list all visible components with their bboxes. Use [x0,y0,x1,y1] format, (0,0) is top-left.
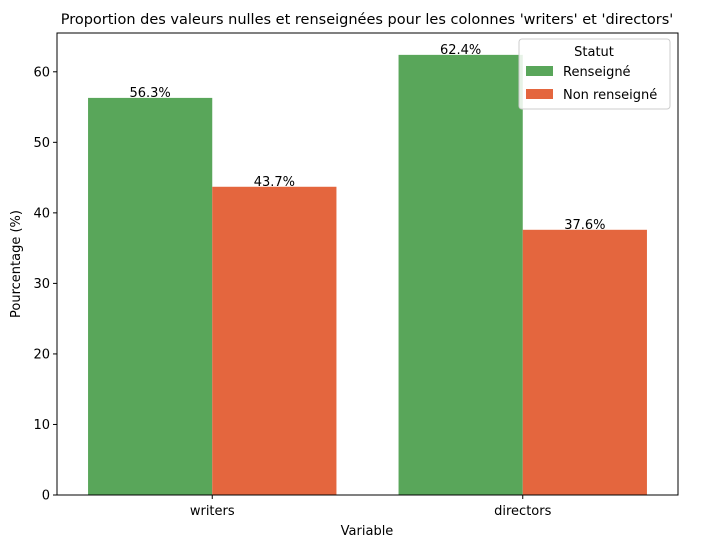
x-tick-label-writers: writers [190,504,235,519]
bar-writers-s0 [88,97,213,495]
y-tick-label-10: 10 [33,418,50,433]
data-labels-layer: 56.3% 62.4% 43.7% 37.6% [129,43,605,233]
legend-label-non-renseigne: Non renseigné [563,88,657,103]
bar-writers-s1 [212,186,337,495]
y-tick-label-30: 30 [33,277,50,292]
legend: Statut Renseigné Non renseigné [518,38,671,110]
axes-layer: 0 10 20 30 40 50 60 writers directors [33,32,679,519]
data-label-writers-s1: 43.7% [254,175,295,190]
y-tick-label-20: 20 [33,347,50,362]
y-tick-label-50: 50 [33,136,50,151]
bar-directors-s0 [398,54,523,495]
x-tick-label-directors: directors [494,504,551,519]
bars-layer [88,54,647,495]
legend-label-renseigne: Renseigné [563,65,631,80]
y-tick-label-40: 40 [33,206,50,221]
data-label-writers-s0: 56.3% [129,86,170,101]
y-tick-label-0: 0 [42,489,50,504]
plot-frame [56,32,679,496]
legend-swatch-renseigne [526,66,553,76]
legend-box [518,38,671,110]
chart-title: Proportion des valeurs nulles et renseig… [61,12,674,28]
y-axis-label: Pourcentage (%) [9,210,24,318]
legend-swatch-non-renseigne [526,89,553,99]
y-tick-label-60: 60 [33,65,50,80]
legend-title: Statut [574,45,614,60]
data-label-directors-s0: 62.4% [440,43,481,58]
bar-directors-s1 [522,229,647,495]
data-label-directors-s1: 37.6% [564,218,605,233]
x-axis-label: Variable [341,524,394,539]
